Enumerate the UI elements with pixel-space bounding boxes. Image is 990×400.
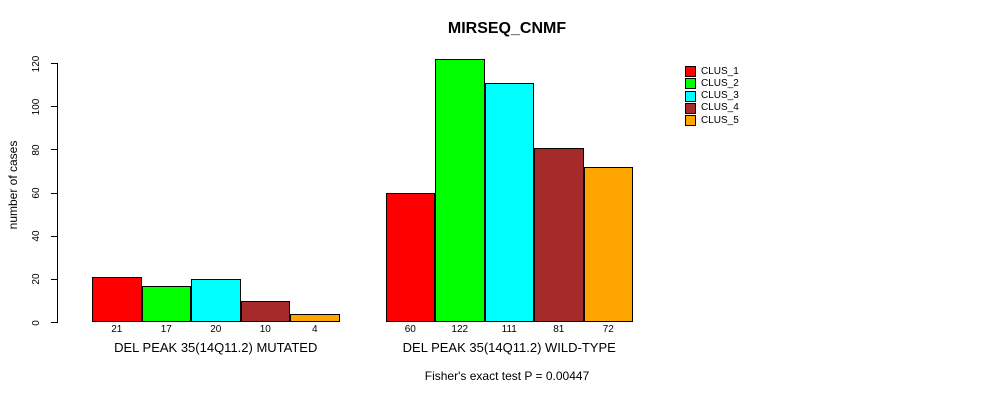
y-axis-label: number of cases <box>6 140 20 230</box>
annotation-text: Fisher's exact test P = 0.00447 <box>424 369 590 383</box>
bar-clus_1-group2 <box>385 193 435 323</box>
y-axis-tick <box>50 106 58 108</box>
y-axis-tick-label: 80 <box>31 144 42 156</box>
legend-item-clus_5: CLUS_5 <box>685 115 739 127</box>
bar-value-label: 4 <box>311 324 318 335</box>
legend-swatch-clus_3 <box>685 90 696 102</box>
bar-clus_3-group1 <box>191 279 241 323</box>
bar-value-label: 81 <box>553 324 565 335</box>
bar-clus_4-group1 <box>240 300 290 323</box>
bar-value-label: 72 <box>602 324 614 335</box>
bar-clus_2-group1 <box>141 285 191 323</box>
y-axis-tick-label: 0 <box>31 319 42 326</box>
y-axis-tick-label: 100 <box>31 98 42 116</box>
bar-value-label: 122 <box>451 324 469 335</box>
legend-swatch-clus_2 <box>685 78 696 90</box>
legend-item-clus_4: CLUS_4 <box>685 102 739 114</box>
bar-clus_2-group2 <box>435 59 485 323</box>
y-axis-tick-label: 60 <box>31 187 42 199</box>
bar-value-label: 20 <box>210 324 222 335</box>
legend-item-clus_1: CLUS_1 <box>685 66 739 78</box>
legend-swatch-clus_1 <box>685 66 696 77</box>
legend-item-clus_3: CLUS_3 <box>685 90 739 102</box>
legend-label-clus_5: CLUS_5 <box>701 114 739 126</box>
y-axis-tick <box>50 235 58 237</box>
y-axis-tick <box>50 192 58 194</box>
legend-label-clus_4: CLUS_4 <box>701 102 739 114</box>
bar-value-label: 10 <box>259 324 271 335</box>
y-axis-tick-label: 40 <box>31 230 42 242</box>
chart-title: MIRSEQ_CNMF <box>447 20 567 37</box>
y-axis-tick <box>50 278 58 280</box>
y-axis-tick <box>50 63 58 65</box>
y-axis-tick-label: 20 <box>31 273 42 285</box>
legend-label-clus_1: CLUS_1 <box>701 65 739 77</box>
y-axis-tick <box>50 149 58 151</box>
bar-clus_4-group2 <box>534 147 584 323</box>
bar-value-label: 21 <box>111 324 123 335</box>
legend-swatch-clus_4 <box>685 102 696 114</box>
legend-swatch-clus_5 <box>685 115 696 127</box>
bar-value-label: 60 <box>404 324 416 335</box>
bar-clus_5-group1 <box>290 313 340 323</box>
category-label-2: DEL PEAK 35(14Q11.2) WILD-TYPE <box>402 340 616 355</box>
bar-value-label: 17 <box>160 324 172 335</box>
bar-value-label: 111 <box>501 324 517 335</box>
category-label-1: DEL PEAK 35(14Q11.2) MUTATED <box>114 340 318 355</box>
y-axis-tick-label: 120 <box>31 55 42 72</box>
bar-clus_5-group2 <box>583 167 633 323</box>
legend-label-clus_3: CLUS_3 <box>701 90 739 102</box>
bar-clus_1-group1 <box>92 277 142 323</box>
y-axis-tick <box>50 322 58 323</box>
legend-label-clus_2: CLUS_2 <box>701 77 739 89</box>
legend-item-clus_2: CLUS_2 <box>685 78 739 90</box>
bar-clus_3-group2 <box>484 82 534 323</box>
